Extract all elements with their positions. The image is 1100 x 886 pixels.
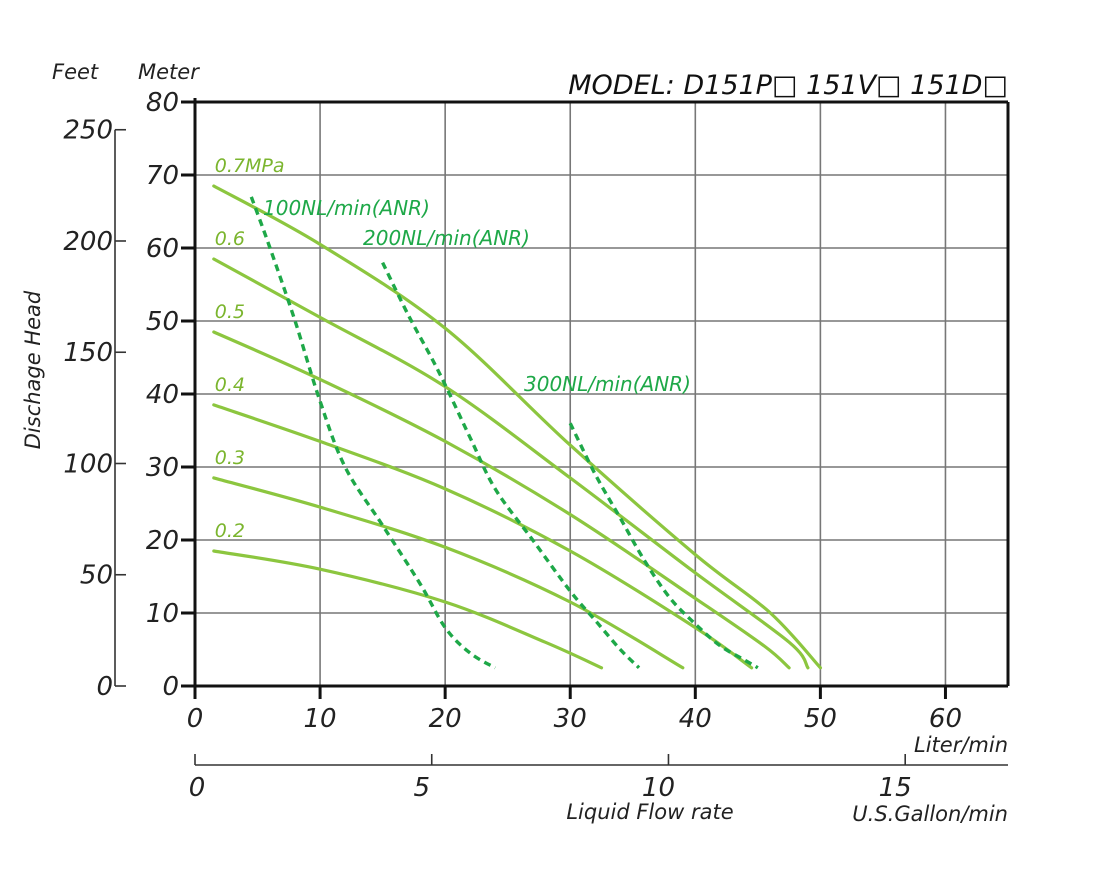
liter-tick-label: 40	[679, 704, 712, 734]
meter-tick-label: 10	[146, 599, 179, 629]
meter-unit-label: Meter	[138, 60, 200, 84]
meter-tick-label: 40	[146, 380, 179, 410]
liter-tick-label: 10	[304, 704, 337, 734]
feet-tick-label: 50	[80, 561, 113, 591]
air-label-0: 100NL/min(ANR)	[263, 196, 430, 220]
feet-tick-label: 150	[63, 338, 113, 368]
chart-title: MODEL: D151P□ 151V□ 151D□	[568, 70, 1008, 101]
pressure-label-0: 0.7MPa	[215, 155, 285, 177]
meter-tick-label: 70	[146, 161, 179, 191]
pressure-curve-0	[212, 184, 822, 670]
pressure-curve-5	[212, 549, 604, 670]
pressure-label-4: 0.3	[215, 447, 245, 469]
liter-tick-label: 50	[804, 704, 837, 734]
liter-tick-label: 30	[554, 704, 587, 734]
meter-tick-label: 50	[146, 307, 179, 337]
gallon-tick-label: 15	[879, 773, 912, 803]
gallon-tick-label: 5	[413, 773, 430, 803]
air-label-2: 300NL/min(ANR)	[524, 372, 691, 396]
axes-frame	[114, 98, 1010, 766]
pressure-label-2: 0.5	[215, 301, 245, 323]
pressure-label-1: 0.6	[215, 228, 245, 250]
feet-tick-label: 0	[96, 672, 113, 702]
gallon-tick-label: 0	[189, 773, 206, 803]
feet-tick-label: 250	[63, 116, 113, 146]
data-curves: 0.7MPa 0.6 0.5 0.4 0.3 0.2 100NL/min(ANR) 200NL…	[212, 155, 822, 670]
gallon-tick-label: 10	[642, 773, 675, 803]
pressure-label-5: 0.2	[215, 520, 245, 542]
pressure-curve-3	[212, 403, 754, 670]
meter-tick-label: 80	[146, 88, 179, 118]
meter-tick-label: 0	[162, 672, 179, 702]
air-curve-0	[249, 196, 497, 670]
pressure-label-3: 0.4	[215, 374, 245, 396]
grid-lines	[195, 102, 1008, 686]
liter-unit-label: Liter/min	[914, 733, 1008, 757]
air-label-1: 200NL/min(ANR)	[363, 226, 530, 250]
x-axis-label: Liquid Flow rate	[566, 800, 733, 824]
pressure-curve-1	[212, 257, 810, 670]
feet-unit-label: Feet	[52, 60, 99, 84]
meter-tick-label: 60	[146, 234, 179, 264]
meter-tick-label: 30	[146, 453, 179, 483]
pressure-curve-4	[212, 476, 685, 670]
meter-tick-label: 20	[146, 526, 179, 556]
liter-tick-label: 60	[929, 704, 962, 734]
feet-tick-label: 200	[63, 227, 113, 257]
y-axis-label: Dischage Head	[21, 290, 45, 449]
air-curve-2	[568, 422, 759, 670]
liter-tick-label: 20	[429, 704, 462, 734]
feet-tick-label: 100	[63, 449, 113, 479]
liter-tick-label: 0	[187, 704, 204, 734]
pressure-curve-2	[212, 330, 791, 670]
gallon-unit-label: U.S.Gallon/min	[852, 802, 1008, 826]
air-curve-1	[381, 261, 641, 670]
